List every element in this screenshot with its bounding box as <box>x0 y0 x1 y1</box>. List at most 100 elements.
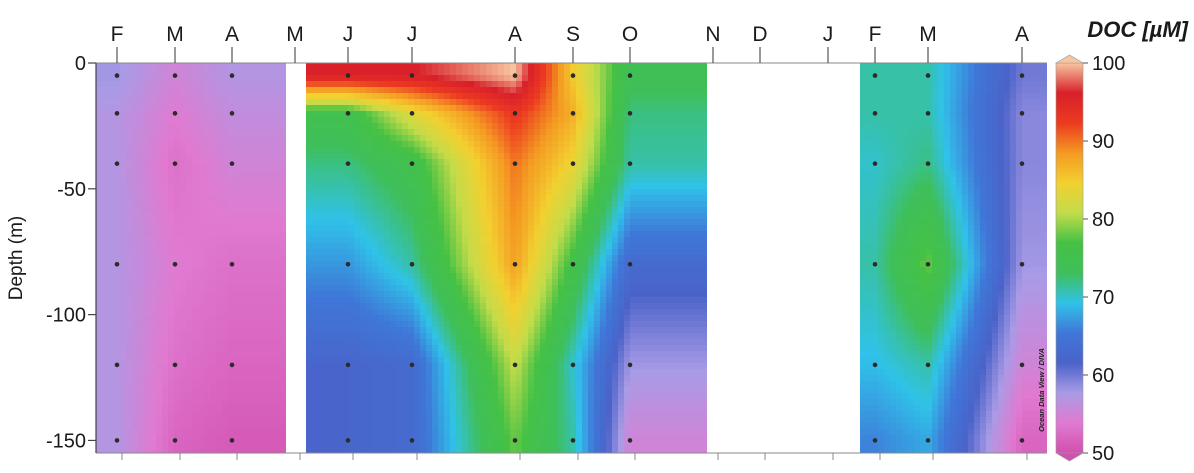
heatmap-cell <box>486 435 493 442</box>
heatmap-cell <box>456 315 463 322</box>
heatmap-cell <box>198 189 205 196</box>
heatmap-cell <box>132 285 139 292</box>
heatmap-cell <box>186 363 193 370</box>
heatmap-cell <box>372 387 379 394</box>
heatmap-cell <box>108 321 115 328</box>
heatmap-cell <box>168 207 175 214</box>
heatmap-cell <box>114 285 121 292</box>
heatmap-cell <box>552 219 559 226</box>
heatmap-cell <box>504 219 511 226</box>
heatmap-cell <box>414 423 421 430</box>
heatmap-cell <box>180 261 187 268</box>
heatmap-cell <box>96 249 103 256</box>
heatmap-cell <box>408 393 415 400</box>
heatmap-cell <box>252 261 259 268</box>
heatmap-cell <box>204 195 211 202</box>
heatmap-cell <box>420 441 427 448</box>
heatmap-cell <box>504 381 511 388</box>
heatmap-cell <box>342 129 349 136</box>
heatmap-cell <box>408 339 415 346</box>
heatmap-cell <box>192 75 199 82</box>
heatmap-cell <box>420 387 427 394</box>
heatmap-cell <box>240 201 247 208</box>
heatmap-cell <box>102 285 109 292</box>
heatmap-cell <box>306 117 313 124</box>
heatmap-cell <box>480 105 487 112</box>
heatmap-cell <box>378 225 385 232</box>
heatmap-cell <box>108 417 115 424</box>
heatmap-cell <box>138 69 145 76</box>
heatmap-cell <box>132 231 139 238</box>
heatmap-cell <box>408 429 415 436</box>
heatmap-cell <box>210 99 217 106</box>
heatmap-cell <box>426 381 433 388</box>
heatmap-cell <box>240 171 247 178</box>
heatmap-cell <box>204 405 211 412</box>
heatmap-cell <box>234 183 241 190</box>
heatmap-cell <box>450 159 457 166</box>
heatmap-cell <box>432 381 439 388</box>
heatmap-cell <box>330 339 337 346</box>
heatmap-cell <box>186 411 193 418</box>
heatmap-cell <box>504 165 511 172</box>
heatmap-cell <box>384 411 391 418</box>
heatmap-cell <box>234 351 241 358</box>
heatmap-cell <box>480 339 487 346</box>
heatmap-cell <box>240 441 247 448</box>
heatmap-cell <box>252 351 259 358</box>
heatmap-cell <box>492 105 499 112</box>
heatmap-cell <box>210 183 217 190</box>
heatmap-cell <box>498 111 505 118</box>
heatmap-cell <box>240 399 247 406</box>
heatmap-cell <box>504 123 511 130</box>
heatmap-cell <box>120 213 127 220</box>
heatmap-cell <box>570 99 577 106</box>
heatmap-cell <box>192 363 199 370</box>
heatmap-cell <box>570 345 577 352</box>
heatmap-cell <box>528 327 535 334</box>
heatmap-cell <box>186 315 193 322</box>
heatmap-cell <box>144 63 151 70</box>
heatmap-cell <box>570 219 577 226</box>
heatmap-cell <box>438 315 445 322</box>
heatmap-cell <box>396 447 403 453</box>
heatmap-cell <box>246 63 253 70</box>
heatmap-cell <box>522 165 529 172</box>
heatmap-cell <box>318 153 325 160</box>
heatmap-cell <box>204 417 211 424</box>
heatmap-cell <box>150 429 157 436</box>
heatmap-cell <box>198 333 205 340</box>
heatmap-cell <box>126 231 133 238</box>
heatmap-cell <box>354 147 361 154</box>
heatmap-cell <box>354 333 361 340</box>
heatmap-cell <box>492 207 499 214</box>
heatmap-cell <box>144 297 151 304</box>
heatmap-cell <box>504 249 511 256</box>
heatmap-cell <box>540 375 547 382</box>
heatmap-cell <box>402 369 409 376</box>
heatmap-cell <box>384 171 391 178</box>
heatmap-cell <box>234 279 241 286</box>
heatmap-cell <box>132 273 139 280</box>
heatmap-cell <box>222 219 229 226</box>
heatmap-cell <box>174 165 181 172</box>
heatmap-cell <box>276 165 283 172</box>
heatmap-cell <box>198 147 205 154</box>
heatmap-cell <box>402 339 409 346</box>
heatmap-cell <box>546 381 553 388</box>
heatmap-cell <box>444 207 451 214</box>
heatmap-cell <box>246 117 253 124</box>
heatmap-cell <box>396 225 403 232</box>
heatmap-cell <box>444 327 451 334</box>
heatmap-cell <box>498 171 505 178</box>
heatmap-cell <box>96 183 103 190</box>
heatmap-cell <box>348 111 355 118</box>
heatmap-cell <box>312 273 319 280</box>
heatmap-cell <box>384 219 391 226</box>
heatmap-cell <box>96 135 103 142</box>
heatmap-cell <box>228 225 235 232</box>
heatmap-cell <box>360 279 367 286</box>
heatmap-cell <box>252 153 259 160</box>
heatmap-cell <box>156 99 163 106</box>
heatmap-cell <box>432 369 439 376</box>
